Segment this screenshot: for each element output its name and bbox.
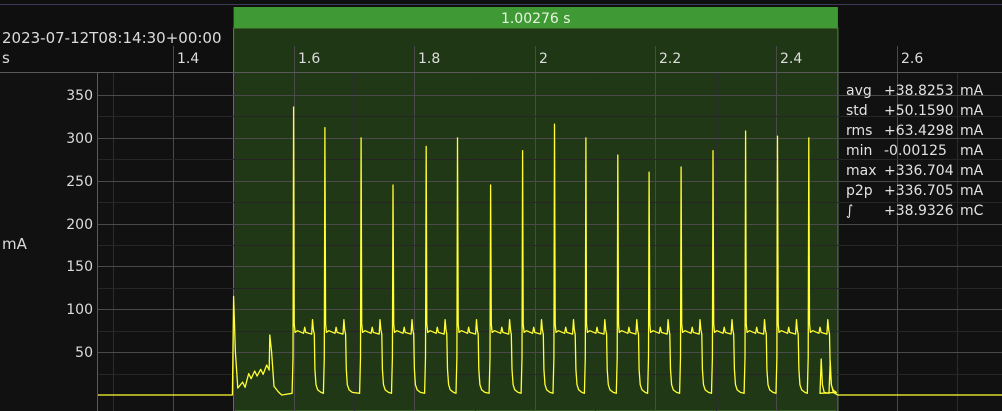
current-trace — [98, 106, 1002, 396]
stat-name-min: min — [846, 143, 872, 159]
x-unit-label: s — [2, 49, 10, 67]
stat-value-min: -0.00125 — [884, 143, 947, 159]
stat-unit-p2p: mA — [960, 183, 984, 199]
stat-unit-std: mA — [960, 103, 984, 119]
x-tick-label-4: 2.2 — [659, 51, 681, 67]
stat-name-rms: rms — [846, 123, 872, 139]
x-tick-label-5: 2.4 — [780, 51, 802, 67]
stat-name-p2p: p2p — [846, 183, 873, 199]
x-tick-label-6: 2.6 — [901, 51, 923, 67]
y-tick-label-6: 350 — [66, 88, 93, 104]
y-tick-label-3: 200 — [66, 217, 93, 233]
stat-value-std: +50.1590 — [884, 103, 954, 119]
stat-value-max: +336.704 — [884, 163, 954, 179]
selection-duration-bar[interactable] — [233, 7, 838, 28]
statistics-panel: avg +38.8253 mA std +50.1590 mA rms +63.4298 mA m… — [846, 83, 984, 219]
y-tick-label-0: 50 — [75, 345, 93, 361]
y-unit-label: mA — [2, 235, 28, 253]
stat-unit-max: mA — [960, 163, 984, 179]
stat-unit-min: mA — [960, 143, 984, 159]
stat-unit-avg: mA — [960, 83, 984, 99]
timestamp-label: 2023-07-12T08:14:30+00:00 — [2, 29, 222, 47]
x-tick-label-1: 1.6 — [298, 51, 320, 67]
x-tick-labels: 1.4 1.6 1.8 2 2.2 2.4 2.6 — [177, 51, 923, 67]
stat-value-rms: +63.4298 — [884, 123, 954, 139]
y-tick-label-5: 300 — [66, 131, 93, 147]
y-tick-labels: 50 100 150 200 250 300 350 — [66, 88, 93, 361]
y-tick-label-4: 250 — [66, 174, 93, 190]
stat-value-avg: +38.8253 — [884, 83, 954, 99]
x-tick-label-0: 1.4 — [177, 51, 199, 67]
x-tick-label-2: 1.8 — [418, 51, 440, 67]
stat-value-p2p: +336.705 — [884, 183, 954, 199]
stat-name-∫: ∫ — [846, 203, 853, 219]
stat-unit-rms: mA — [960, 123, 984, 139]
y-tick-label-1: 100 — [66, 302, 93, 318]
selection-duration-label: 1.00276 s — [501, 11, 571, 27]
stat-name-avg: avg — [846, 83, 872, 99]
stat-name-max: max — [846, 163, 877, 179]
x-tick-label-3: 2 — [539, 51, 548, 67]
stat-value-∫: +38.9326 — [884, 203, 954, 219]
stat-unit-∫: mC — [960, 203, 984, 219]
y-tick-label-2: 150 — [66, 259, 93, 275]
stat-name-std: std — [846, 103, 868, 119]
